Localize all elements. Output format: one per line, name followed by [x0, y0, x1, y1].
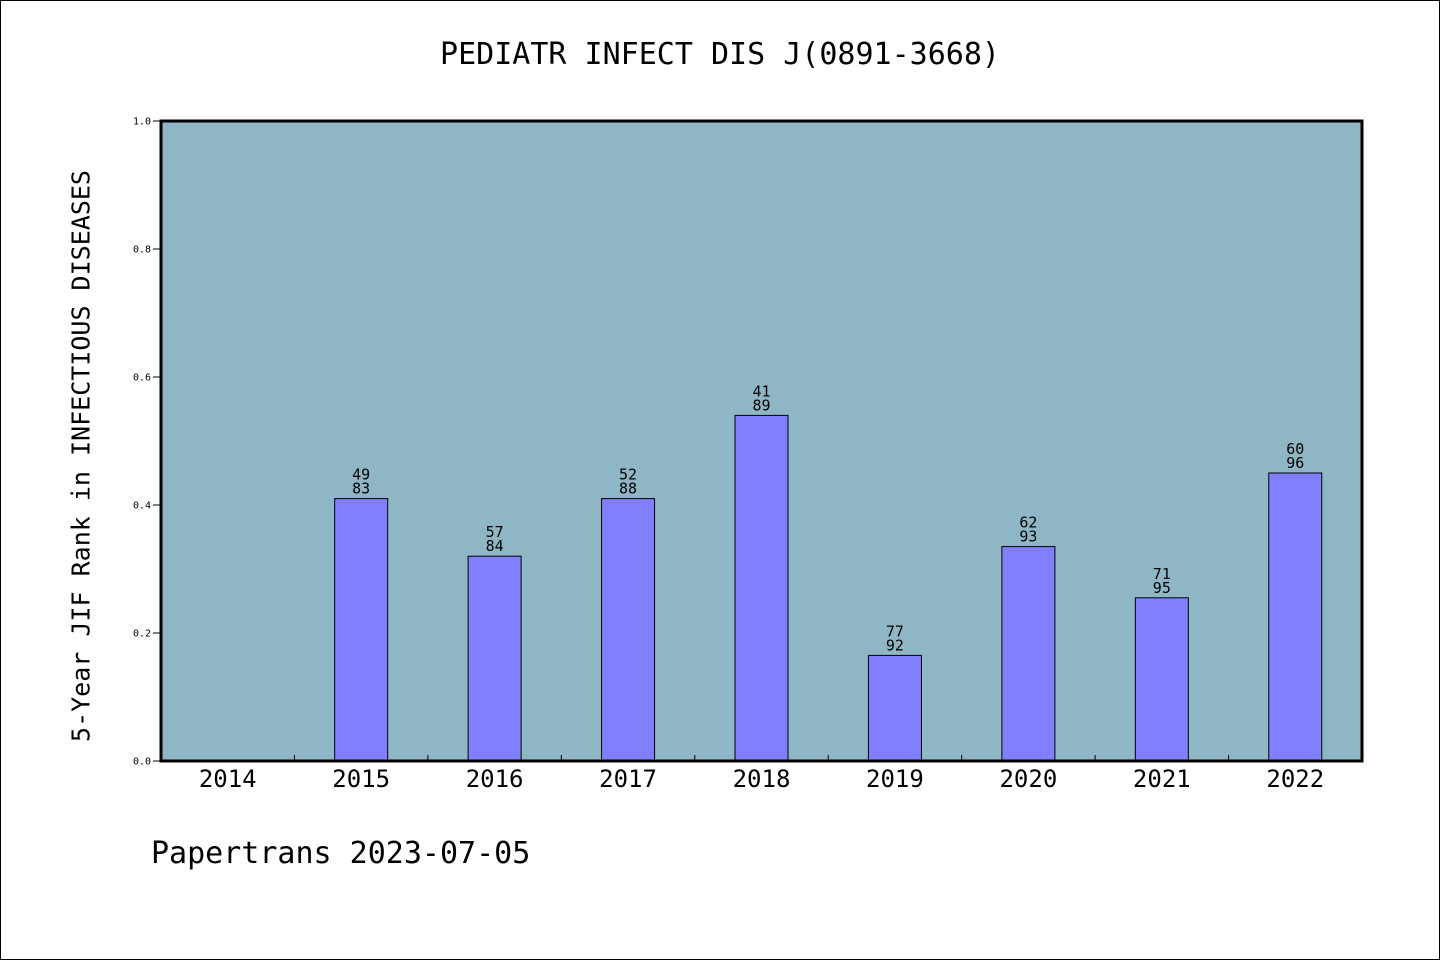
x-tick-label: 2015 — [332, 765, 390, 793]
y-tick-label: 1.0 — [133, 117, 151, 128]
footer-credit: Papertrans 2023-07-05 — [151, 836, 531, 871]
bar-label-total: 92 — [886, 636, 904, 654]
bar-label-total: 84 — [486, 537, 504, 555]
bar-label-total: 83 — [352, 480, 370, 498]
bar-label-rank: 52 — [619, 466, 637, 484]
bar — [1134, 597, 1189, 762]
bar-label-rank: 41 — [752, 382, 770, 400]
y-tick-label: 0.8 — [133, 245, 151, 256]
x-tick-label: 2017 — [599, 765, 657, 793]
chart-title: PEDIATR INFECT DIS J(0891-3668) — [440, 37, 1000, 72]
bar-label-total: 88 — [619, 480, 637, 498]
bar — [734, 414, 789, 762]
x-tick-label: 2018 — [733, 765, 791, 793]
plot-border — [159, 119, 1364, 763]
bar-label-rank: 60 — [1286, 440, 1304, 458]
bar-label-rank: 57 — [486, 523, 504, 541]
bar — [334, 498, 389, 762]
bar — [601, 498, 656, 762]
x-tick-label: 2014 — [199, 765, 257, 793]
x-tick-label: 2022 — [1266, 765, 1324, 793]
x-tick-label: 2020 — [999, 765, 1057, 793]
y-tick-label: 0.2 — [133, 629, 151, 640]
x-tick-label: 2019 — [866, 765, 924, 793]
bar-label-total: 89 — [752, 396, 770, 414]
bar — [1001, 546, 1056, 762]
bar — [867, 654, 922, 762]
bar-label-rank: 77 — [886, 622, 904, 640]
x-tick-label: 2021 — [1133, 765, 1191, 793]
y-tick-label: 0.0 — [133, 757, 151, 768]
bar — [1268, 472, 1323, 762]
bar-label-rank: 62 — [1019, 514, 1037, 532]
y-tick-label: 0.6 — [133, 373, 151, 384]
bar-label-total: 96 — [1286, 454, 1304, 472]
y-tick-label: 0.4 — [133, 501, 151, 512]
bar-label-total: 93 — [1019, 528, 1037, 546]
bar — [467, 555, 522, 762]
x-tick-label: 2016 — [466, 765, 524, 793]
bar-label-rank: 49 — [352, 466, 370, 484]
bar-label-rank: 71 — [1153, 565, 1171, 583]
bar-label-total: 95 — [1153, 579, 1171, 597]
